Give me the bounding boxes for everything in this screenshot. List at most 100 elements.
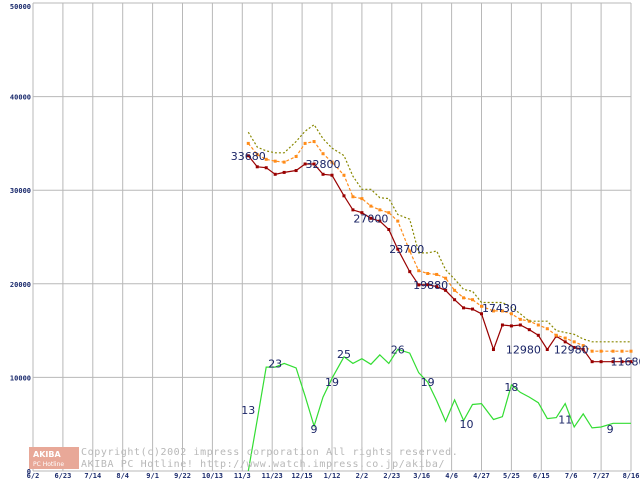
data-point-price-min — [599, 360, 603, 364]
data-point-price-min — [620, 360, 624, 364]
data-point-price-min — [246, 154, 250, 158]
data-point-price-min — [611, 360, 615, 364]
data-label: 19 — [325, 376, 339, 389]
data-point-price-avg — [444, 276, 448, 280]
data-point-price-avg — [369, 204, 373, 208]
data-label: 23700 — [389, 243, 424, 256]
data-point-price-avg — [378, 208, 382, 212]
data-point-price-avg — [629, 349, 633, 353]
data-point-price-avg — [426, 272, 430, 276]
data-point-price-min — [500, 323, 504, 327]
data-point-price-avg — [453, 288, 457, 292]
data-point-price-avg — [545, 327, 549, 331]
x-tick-label: 8/4 — [116, 472, 129, 480]
data-point-price-min — [563, 340, 567, 344]
data-point-price-min — [417, 283, 421, 287]
data-point-price-avg — [536, 323, 540, 327]
data-point-price-avg — [611, 349, 615, 353]
data-point-price-min — [518, 323, 522, 327]
data-label: 19880 — [413, 279, 448, 292]
data-point-price-min — [590, 360, 594, 364]
data-label: 33680 — [231, 150, 266, 163]
data-point-price-avg — [435, 272, 439, 276]
data-label: 25 — [337, 348, 351, 361]
data-point-price-min — [629, 360, 633, 364]
data-point-price-avg — [396, 219, 400, 223]
hotline-url-line: AKIBA PC Hotline! http://www.watch.impre… — [81, 459, 445, 470]
data-label: 26 — [391, 343, 405, 356]
x-tick-label: 6/15 — [533, 472, 550, 480]
watermark: AKIBA PC Hotline Copyright(c)2002 impres… — [29, 447, 458, 470]
data-point-price-avg — [518, 317, 522, 321]
x-tick-label: 10/13 — [202, 472, 223, 480]
x-tick-label: 4/27 — [473, 472, 490, 480]
data-label: 11 — [558, 414, 572, 427]
x-tick-label: 2/23 — [383, 472, 400, 480]
y-axis-ticks: 0 10000 20000 30000 40000 50000 — [10, 3, 31, 476]
data-point-price-min — [480, 312, 483, 316]
data-label: 13 — [241, 404, 255, 417]
data-label: 9 — [607, 423, 614, 436]
data-point-price-min — [545, 348, 549, 352]
x-tick-label: 8/16 — [623, 472, 640, 480]
grid-lines — [32, 2, 632, 472]
x-tick-label: 7/14 — [84, 472, 101, 480]
x-tick-label: 9/1 — [146, 472, 159, 480]
data-point-price-avg — [462, 296, 466, 300]
data-point-price-avg — [255, 153, 259, 157]
copyright-line: Copyright(c)2002 impress corporation All… — [81, 447, 458, 458]
data-point-price-min — [360, 211, 364, 215]
data-label: 10 — [460, 418, 474, 431]
data-label: 27000 — [353, 212, 388, 225]
x-tick-label: 2/2 — [356, 472, 369, 480]
y-tick-label: 10000 — [10, 374, 31, 382]
data-point-price-min — [387, 228, 391, 232]
x-axis-ticks: 6/2 6/23 7/14 8/4 9/1 9/22 10/13 11/3 11/23 12/15… — [27, 472, 640, 480]
data-point-price-avg — [620, 349, 624, 353]
x-tick-label: 6/23 — [54, 472, 71, 480]
data-point-price-min — [369, 216, 373, 220]
data-point-price-avg — [471, 298, 475, 302]
x-tick-label: 1/12 — [324, 472, 341, 480]
y-tick-label: 40000 — [10, 94, 31, 102]
data-point-price-avg — [264, 157, 268, 161]
data-point-price-avg — [480, 304, 483, 308]
data-label: 19 — [421, 376, 435, 389]
data-point-price-min — [527, 328, 531, 332]
y-tick-label: 50000 — [10, 3, 31, 11]
x-tick-label: 4/6 — [445, 472, 458, 480]
data-point-price-min — [509, 324, 513, 328]
data-point-price-avg — [342, 173, 346, 177]
data-point-price-avg — [312, 140, 316, 144]
data-label: 32800 — [306, 158, 341, 171]
y-tick-label: 0 — [27, 468, 31, 476]
data-point-price-min — [255, 165, 259, 169]
data-point-price-min — [408, 270, 412, 274]
data-point-price-min — [491, 348, 495, 352]
data-point-price-avg — [417, 269, 421, 273]
data-point-price-min — [581, 347, 585, 351]
data-point-price-min — [294, 169, 298, 173]
data-point-price-min — [303, 162, 307, 166]
x-tick-label: 5/25 — [503, 472, 520, 480]
data-point-price-min — [342, 194, 346, 198]
data-point-price-min — [426, 283, 430, 287]
data-point-price-avg — [491, 309, 495, 313]
data-point-price-avg — [360, 197, 364, 201]
data-point-price-min — [396, 247, 400, 251]
data-point-price-min — [312, 162, 316, 166]
data-point-price-avg — [321, 152, 325, 156]
x-tick-label: 7/6 — [565, 472, 578, 480]
x-tick-label: 12/15 — [292, 472, 313, 480]
data-point-price-avg — [581, 344, 585, 348]
series-line-price-min — [247, 155, 631, 363]
data-point-price-avg — [387, 211, 391, 215]
data-point-price-min — [321, 172, 325, 176]
data-label: 23 — [268, 357, 282, 370]
data-point-price-avg — [563, 336, 567, 340]
data-point-price-min — [444, 288, 448, 292]
data-labels: 33680 32800 27000 23700 19880 17430 12980 12980… — [231, 150, 640, 436]
data-point-price-avg — [273, 159, 277, 163]
y-tick-label: 20000 — [10, 281, 31, 289]
data-point-price-min — [351, 208, 355, 212]
